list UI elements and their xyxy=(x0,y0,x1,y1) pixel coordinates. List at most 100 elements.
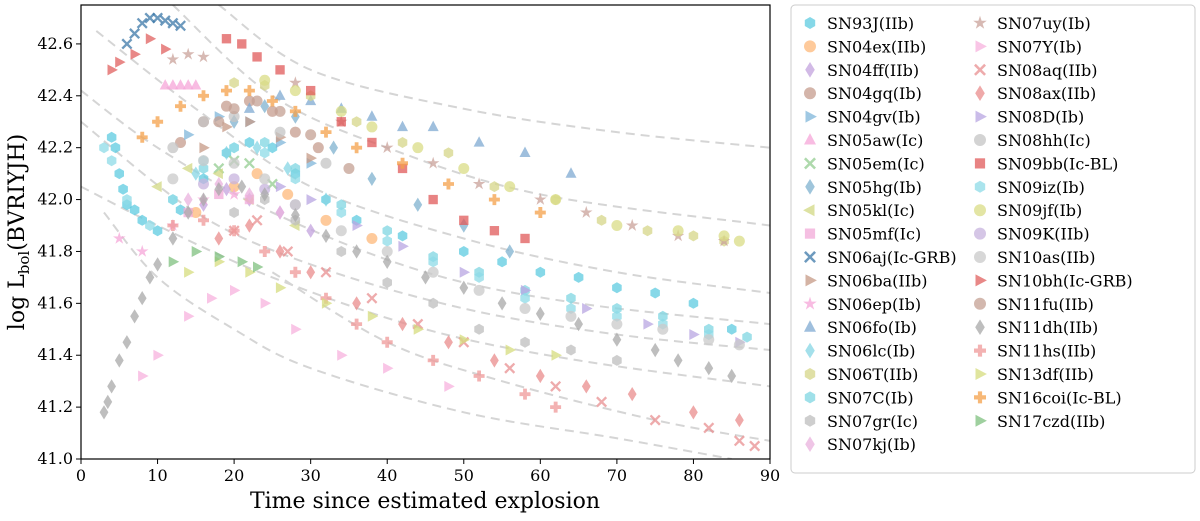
data-point xyxy=(145,220,155,231)
data-point xyxy=(191,246,203,257)
data-point xyxy=(735,412,744,428)
data-point xyxy=(382,225,392,237)
data-point xyxy=(335,105,347,117)
data-point xyxy=(412,142,424,154)
data-point xyxy=(274,105,286,117)
data-point xyxy=(733,435,745,447)
data-point xyxy=(382,235,392,247)
data-point xyxy=(275,205,285,220)
legend-label: SN11dh(IIb) xyxy=(997,318,1098,337)
data-point xyxy=(110,142,121,154)
data-point xyxy=(519,388,531,400)
data-point xyxy=(222,121,233,133)
data-point xyxy=(184,310,195,322)
data-point xyxy=(291,208,300,223)
data-point xyxy=(382,254,392,269)
data-point xyxy=(228,103,240,115)
data-point xyxy=(551,349,562,361)
data-point xyxy=(266,95,278,107)
data-point xyxy=(397,157,408,169)
data-point xyxy=(343,162,355,174)
data-point xyxy=(426,156,440,169)
data-point xyxy=(228,157,240,169)
legend-marker xyxy=(804,133,816,145)
data-point xyxy=(136,17,148,29)
legend-label: SN04ff(IIb) xyxy=(827,61,919,80)
data-point xyxy=(673,353,683,368)
data-point xyxy=(289,76,302,89)
data-point xyxy=(183,205,193,220)
legend-label: SN07gr(Ic) xyxy=(827,412,918,431)
y-tick-label: 41.0 xyxy=(37,449,73,468)
legend-label: SN07uy(Ib) xyxy=(997,14,1091,33)
data-point xyxy=(259,74,271,86)
data-point xyxy=(306,265,316,280)
data-point xyxy=(214,231,224,246)
data-point xyxy=(197,178,209,190)
data-point xyxy=(320,214,332,226)
legend-marker xyxy=(974,227,986,240)
data-point xyxy=(282,246,294,257)
data-point xyxy=(222,145,231,160)
data-point xyxy=(198,214,209,226)
y-axis-label: log Lbol(BVRIYJH) xyxy=(5,134,33,330)
x-tick-label: 30 xyxy=(300,466,320,485)
data-point xyxy=(367,171,377,186)
data-point xyxy=(137,214,147,226)
x-tick-label: 40 xyxy=(377,466,397,485)
data-point xyxy=(145,270,155,285)
data-point xyxy=(596,396,608,408)
data-point xyxy=(260,137,270,148)
data-point xyxy=(611,318,623,330)
data-point xyxy=(305,129,317,141)
data-point xyxy=(152,225,163,237)
data-point xyxy=(336,199,347,211)
data-point xyxy=(351,318,363,330)
data-point xyxy=(136,244,149,257)
legend-label: SN08aq(IIb) xyxy=(997,61,1097,80)
data-point xyxy=(581,379,591,394)
data-point xyxy=(474,271,484,283)
data-point xyxy=(213,116,225,128)
legend-marker xyxy=(804,157,816,170)
data-point xyxy=(199,192,208,207)
y-tick-label: 41.8 xyxy=(37,241,73,260)
legend-label: SN10bh(Ic-GRB) xyxy=(997,271,1133,290)
legend-label: SN11fu(IIb) xyxy=(997,295,1094,314)
x-tick-label: 60 xyxy=(530,466,550,485)
data-point xyxy=(366,121,378,133)
data-point xyxy=(289,266,301,278)
data-point xyxy=(166,52,180,65)
data-point xyxy=(183,192,193,207)
data-point xyxy=(336,207,347,218)
data-point xyxy=(458,162,470,174)
data-point xyxy=(122,335,132,350)
data-point xyxy=(473,136,485,147)
data-point xyxy=(580,205,593,218)
data-point xyxy=(107,379,116,394)
data-point xyxy=(290,173,301,185)
data-point xyxy=(275,181,287,193)
data-point xyxy=(305,85,316,96)
legend: SN93J(IIb) SN04ex(IIb) SN04ff(IIb) SN04gq(I… xyxy=(803,14,1133,454)
data-point xyxy=(490,353,499,368)
data-point xyxy=(198,90,209,102)
data-point xyxy=(129,28,141,39)
data-point xyxy=(444,380,455,392)
data-point xyxy=(550,194,562,206)
data-point xyxy=(129,204,140,216)
data-point xyxy=(443,178,454,190)
data-point xyxy=(289,199,301,211)
legend-label: SN10as(IIb) xyxy=(997,248,1095,267)
data-point xyxy=(253,261,264,273)
data-point xyxy=(534,207,546,218)
data-point xyxy=(398,316,407,332)
data-point xyxy=(421,270,430,285)
data-point xyxy=(151,181,162,193)
data-point xyxy=(566,344,576,356)
data-point xyxy=(106,131,117,143)
y-tick-label: 42.4 xyxy=(37,86,73,105)
legend-label: SN07Y(Ib) xyxy=(997,37,1082,56)
reference-curve xyxy=(218,5,770,149)
data-point xyxy=(159,15,171,27)
